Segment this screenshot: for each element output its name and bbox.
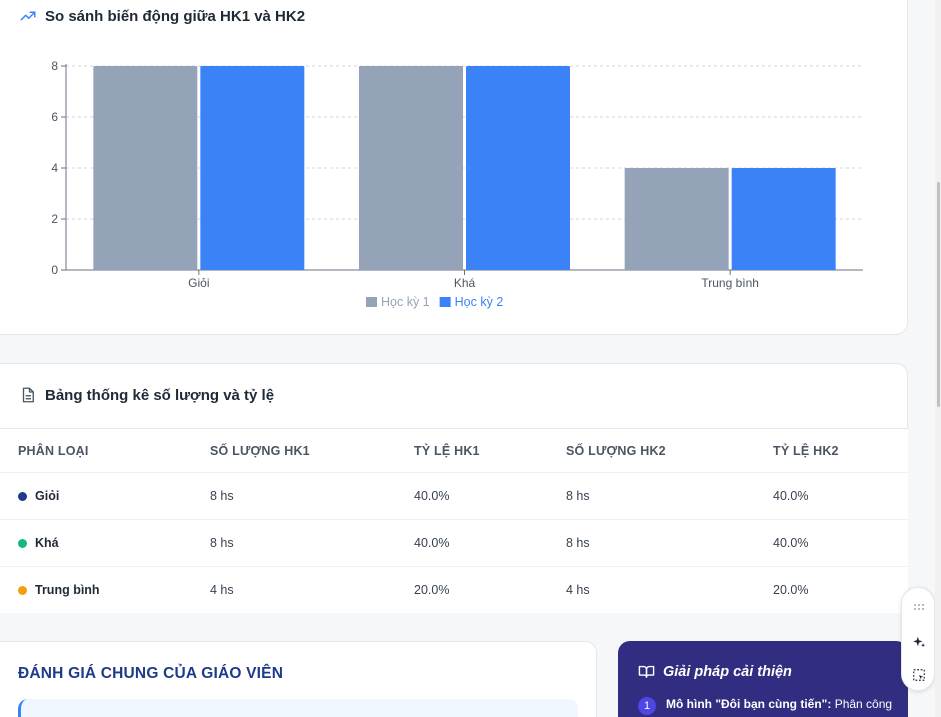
bar [93, 66, 198, 270]
document-icon [22, 387, 34, 403]
sparkle-icon[interactable] [910, 633, 928, 651]
row-label: Trung bình [35, 583, 100, 597]
bar-chart: 0 2 4 6 8 Giỏi Khá Trung bình Học kỳ 1 Học kỳ 2 [51, 59, 863, 309]
color-dot [18, 538, 27, 548]
table-row: Trung bình 4 hs 20.0% 4 hs 20.0% [0, 566, 908, 613]
evaluation-title: ĐÁNH GIÁ CHUNG CỦA GIÁO VIÊN [18, 665, 284, 682]
header-count-hk2: SỐ LƯỢNG HK2 [566, 443, 666, 458]
row-category: Khá [18, 536, 59, 550]
solutions-title-row: Giải pháp cải thiện [638, 663, 792, 680]
y-tick-label: 8 [51, 59, 58, 73]
scrollbar-thumb[interactable] [937, 182, 940, 407]
solution-item: 1 Mô hình "Đôi bạn cùng tiến": Phân công [638, 697, 892, 715]
select-area-icon[interactable] [910, 666, 928, 684]
header-count-hk1: SỐ LƯỢNG HK1 [210, 443, 310, 458]
header-rate-hk1: TỶ LỆ HK1 [414, 443, 480, 458]
rate-hk1: 20.0% [414, 583, 450, 597]
bar [624, 168, 729, 270]
rate-hk1: 40.0% [414, 536, 450, 550]
bar [359, 66, 463, 270]
count-hk2: 8 hs [566, 536, 590, 550]
count-hk1: 4 hs [210, 583, 234, 597]
legend-swatch [439, 297, 451, 307]
rate-hk2: 20.0% [773, 583, 809, 597]
count-hk2: 8 hs [566, 489, 590, 503]
rate-hk1: 40.0% [414, 489, 450, 503]
y-tick-label: 0 [51, 263, 58, 277]
solution-item-bold: Mô hình "Đôi bạn cùng tiến": [666, 697, 832, 711]
table-header: PHÂN LOẠI SỐ LƯỢNG HK1 TỶ LỆ HK1 SỐ LƯỢN… [0, 428, 908, 472]
table-row: Khá 8 hs 40.0% 8 hs 40.0% [0, 519, 908, 566]
count-hk1: 8 hs [210, 536, 234, 550]
solution-item-text: Phân công [831, 697, 893, 711]
row-label: Giỏi [35, 489, 60, 503]
floating-toolbar [901, 587, 935, 691]
book-open-icon [638, 665, 655, 678]
count-hk2: 4 hs [566, 583, 590, 597]
drag-handle-icon[interactable] [910, 598, 928, 616]
solutions-title: Giải pháp cải thiện [663, 663, 792, 680]
legend-label: Học kỳ 2 [455, 295, 504, 309]
count-hk1: 8 hs [210, 489, 234, 503]
chart-title: So sánh biến động giữa HK1 và HK2 [45, 7, 306, 25]
evaluation-content-box [18, 699, 578, 717]
x-tick-label: Giỏi [188, 276, 209, 290]
color-dot [18, 585, 27, 595]
table-title-row: Bảng thống kê số lượng và tỷ lệ [19, 386, 274, 404]
table-row: Giỏi 8 hs 40.0% 8 hs 40.0% [0, 472, 908, 519]
y-tick-label: 6 [51, 110, 58, 124]
solutions-card [618, 641, 908, 717]
bar [466, 66, 570, 270]
solution-number: 1 [638, 697, 656, 715]
color-dot [18, 491, 27, 501]
header-rate-hk2: TỶ LỆ HK2 [773, 443, 839, 458]
rate-hk2: 40.0% [773, 536, 809, 550]
table-title: Bảng thống kê số lượng và tỷ lệ [45, 386, 275, 404]
row-category: Giỏi [18, 489, 59, 503]
legend-label: Học kỳ 1 [381, 295, 430, 309]
trending-up-icon [20, 11, 36, 21]
legend-swatch [366, 297, 377, 307]
x-tick-label: Khá [454, 276, 476, 290]
y-tick-label: 2 [51, 212, 58, 226]
header-category: PHÂN LOẠI [18, 443, 89, 458]
y-tick-label: 4 [51, 161, 58, 175]
row-category: Trung bình [18, 583, 100, 597]
bar [200, 66, 305, 270]
chart-title-row: So sánh biến động giữa HK1 và HK2 [19, 7, 305, 25]
rate-hk2: 40.0% [773, 489, 809, 503]
solution-text: Mô hình "Đôi bạn cùng tiến": Phân công [666, 697, 892, 715]
row-label: Khá [35, 536, 59, 550]
x-tick-label: Trung bình [701, 276, 759, 290]
bar [731, 168, 836, 270]
